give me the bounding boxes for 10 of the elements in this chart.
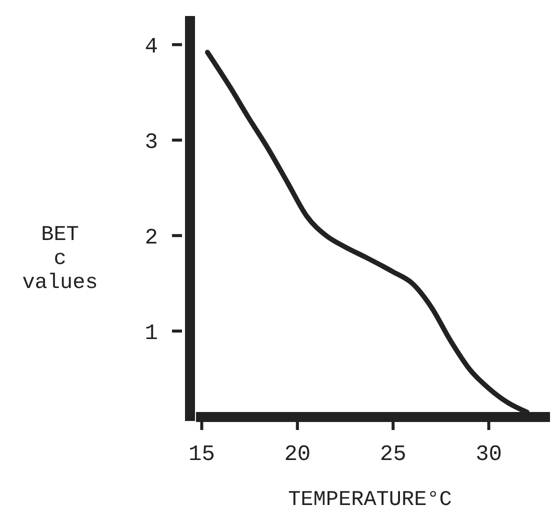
x-tick-label: 25 [380, 442, 406, 467]
y-tick-label: 2 [144, 225, 158, 250]
x-axis-title: TEMPERATURE°C [288, 489, 452, 512]
y-tick-label: 3 [144, 130, 158, 155]
y-axis-title: BET c values [22, 224, 98, 295]
y-tick-label: 4 [144, 34, 158, 60]
x-tick-label: 20 [284, 442, 311, 467]
y-tick-label: 1 [144, 320, 158, 346]
x-tick-label: 30 [476, 442, 502, 467]
x-tick-label: 15 [188, 442, 215, 467]
